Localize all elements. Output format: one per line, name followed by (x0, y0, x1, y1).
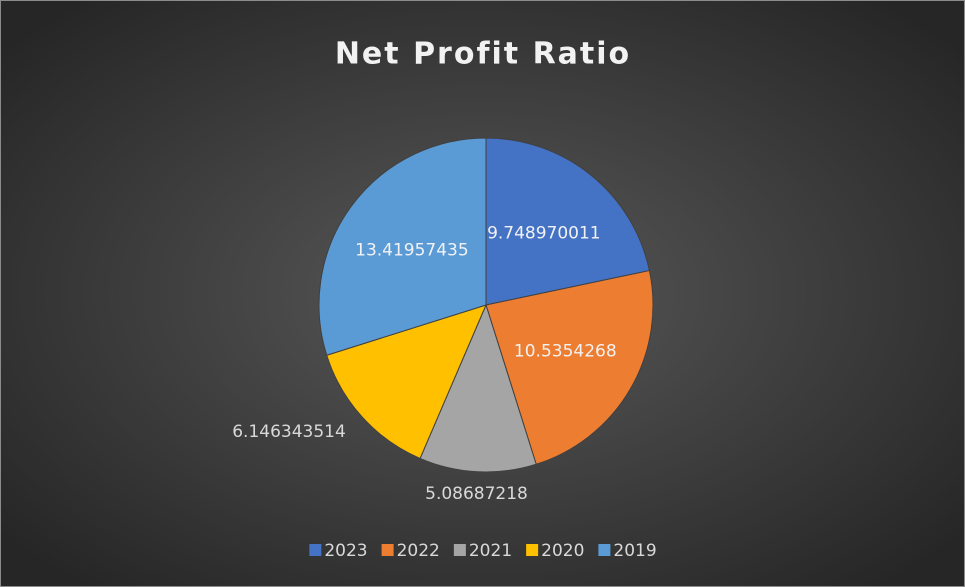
data-label: 10.5354268 (514, 341, 617, 361)
pie-slice (326, 304, 487, 460)
legend: 2023 2022 2021 2020 2019 (309, 541, 657, 561)
legend-swatch (309, 544, 322, 556)
legend-label: 2020 (541, 541, 584, 561)
pie: 9.748970011 10.5354268 5.08687218 6.1463435… (232, 137, 654, 504)
data-label: 6.146343514 (232, 422, 346, 442)
pie-slice (485, 137, 651, 306)
legend-item: 2022 (381, 541, 440, 561)
legend-label: 2021 (469, 541, 512, 561)
pie-slice (318, 137, 487, 356)
legend-swatch (598, 544, 611, 556)
legend-swatch (453, 544, 466, 556)
data-label: 9.748970011 (487, 224, 601, 244)
pie-slice (485, 269, 654, 465)
legend-swatch (526, 544, 539, 556)
legend-label: 2022 (397, 541, 440, 561)
legend-label: 2023 (324, 541, 367, 561)
legend-swatch (381, 544, 394, 556)
legend-label: 2019 (613, 541, 656, 561)
data-label: 5.08687218 (425, 484, 528, 504)
chart-title: Net Profit Ratio (335, 37, 631, 72)
legend-item: 2023 (309, 541, 368, 561)
legend-item: 2021 (453, 541, 512, 561)
legend-item: 2020 (526, 541, 584, 561)
data-label: 13.41957435 (355, 241, 469, 261)
pie-slice (419, 303, 537, 473)
legend-item: 2019 (598, 541, 657, 561)
